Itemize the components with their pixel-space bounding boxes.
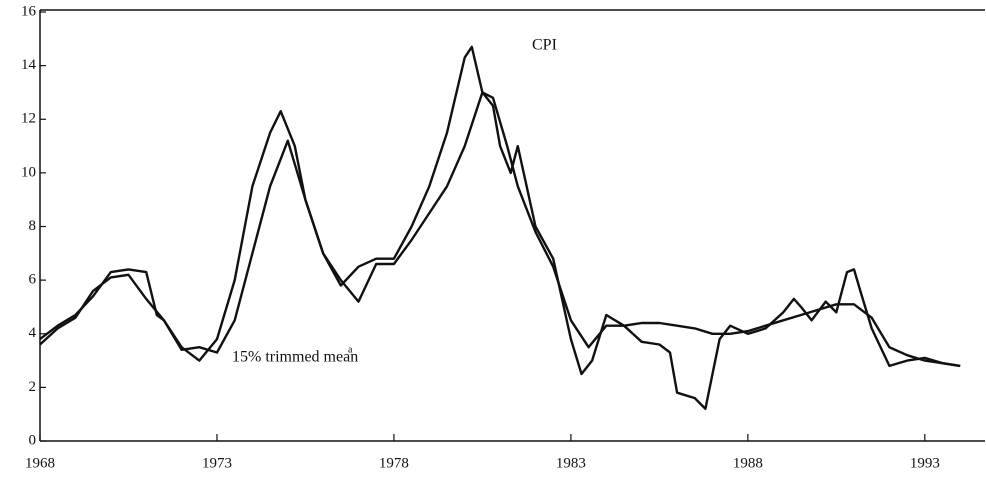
y-tick-label: 4 (29, 325, 37, 341)
x-tick-label: 1988 (733, 455, 763, 471)
y-tick-label: 2 (29, 379, 37, 395)
y-tick-label: 16 (21, 3, 37, 19)
series-annotation: 15% trimmed mean (232, 349, 358, 366)
y-tick-label: 12 (21, 111, 36, 127)
y-tick-label: 0 (29, 432, 37, 448)
y-tick-label: 6 (29, 272, 37, 288)
series-line (39, 91, 961, 368)
x-tick-label: 1993 (910, 455, 940, 471)
x-tick-label: 1983 (556, 455, 586, 471)
x-tick-label: 1973 (202, 455, 232, 471)
y-tick-label: 8 (29, 218, 37, 234)
y-tick-label: 10 (21, 164, 36, 180)
series-annotation: CPI (532, 37, 557, 54)
y-tick-label: 14 (21, 57, 37, 73)
series-line (39, 45, 961, 410)
x-tick-label: 1968 (25, 455, 55, 471)
x-tick-label: 1978 (379, 455, 409, 471)
footnote-mark: a (348, 344, 353, 355)
